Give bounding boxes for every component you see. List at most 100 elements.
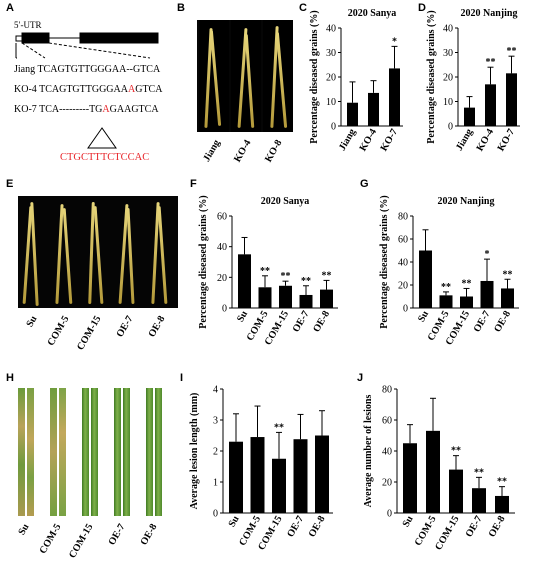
chart-j-bar [426, 430, 440, 513]
chart-g-y-tick-label: 0 [403, 304, 408, 315]
chart-j-bar [403, 443, 417, 513]
chart-i-category-label: OE-8 [307, 514, 328, 539]
chart-i-bar [272, 458, 286, 513]
chart-j-y-label: Average number of lesions [363, 395, 374, 508]
chart-c-y-label: Percentage diseased grains (%) [309, 10, 320, 143]
chart-f-y-tick-label: 0 [222, 304, 227, 315]
chart-i-bar [293, 439, 308, 513]
chart-d-y-tick-label: 10 [443, 97, 453, 108]
chart-d-bar [506, 73, 517, 126]
chart-i-y-label: Average lesion length (mm) [189, 393, 200, 510]
chart-c-category-label: Jiang [337, 127, 358, 153]
chart-j-category-label: OE-7 [464, 514, 485, 539]
chart-c-y-tick-label: 20 [326, 73, 336, 84]
chart-c-sig-label: * [392, 36, 397, 47]
chart-i-y-tick-label: 0 [213, 509, 218, 520]
panel-label-b: B [177, 2, 185, 14]
chart-j-y-tick-label: 40 [382, 447, 392, 458]
chart-c-title: 2020 Sanya [348, 8, 397, 19]
chart-i-category-label: OE-7 [285, 514, 306, 539]
chart-f-sig-label: ** [322, 270, 332, 281]
chart-f-category-label: Su [235, 309, 250, 325]
chart-g-sig-label: ** [503, 269, 513, 280]
chart-d-y-label: Percentage diseased grains (%) [426, 10, 437, 143]
sequence-row-jiang: Jiang TCAGTGTTGGGAA--GTCA [14, 64, 160, 75]
chart-f-bar [320, 289, 333, 308]
panel-label-e: E [6, 178, 14, 190]
chart-g-y-tick-label: 60 [398, 235, 408, 246]
chart-j-sig-label: ** [451, 446, 461, 457]
chart-g-category-label: OE-7 [472, 309, 493, 334]
insertion-sequence: CTGCTTTCTCCAC [60, 152, 150, 163]
chart-c-y-tick-label: 0 [331, 122, 336, 133]
chart-d-sig-label: ** [486, 57, 496, 68]
chart-f-category-label: OE-7 [291, 309, 312, 334]
chart-f-bar [238, 254, 251, 308]
chart-g-bar [501, 288, 514, 308]
chart-d-title: 2020 Nanjing [461, 8, 518, 19]
gene-structure-diagram: 5′-UTR Jiang TCAGTGTTGGGAA--GTCA KO-4 TCA… [0, 0, 175, 175]
chart-c-y-tick-label: 30 [326, 48, 336, 59]
panel-label-f: F [190, 178, 197, 190]
sequence-row-name: Jiang [14, 64, 38, 75]
chart-f-y-tick-label: 40 [217, 242, 227, 253]
chart-f-category-label: OE-8 [311, 309, 332, 334]
chart-j-bar [449, 469, 463, 513]
chart-i-bar [229, 441, 243, 513]
chart-i-bar [250, 437, 265, 513]
chart-f-title: 2020 Sanya [261, 196, 310, 207]
chart-g-bar [480, 280, 494, 308]
chart-g-category-label: OE-8 [492, 309, 513, 334]
chart-i-bar [315, 435, 329, 513]
panel-label-g: G [360, 178, 369, 190]
chart-g-bar [419, 250, 432, 308]
chart-c-bar [347, 102, 358, 126]
rice-panicle-photo-b [197, 20, 293, 132]
chart-g-y-tick-label: 20 [398, 281, 408, 292]
chart-d-bar [485, 84, 496, 126]
chart-g-y-tick-label: 40 [398, 258, 408, 269]
chart-j-category-label: Su [401, 514, 416, 530]
utr-label: 5′-UTR [14, 20, 42, 30]
rice-panicle-photo-e [18, 196, 178, 308]
chart-d-y-tick-label: 40 [443, 24, 453, 35]
chart-d-y-tick-label: 30 [443, 48, 453, 59]
chart-i-y-tick-label: 1 [213, 478, 218, 489]
chart-j-sig-label: ** [474, 467, 484, 478]
chart-j-bar [495, 495, 509, 513]
chart-d-category-label: KO-4 [475, 127, 496, 153]
chart-j-bar [472, 488, 486, 513]
chart-f-y-tick-label: 60 [217, 212, 227, 223]
sequence-row-name: KO-7 [14, 104, 40, 115]
sequence-text: GAA [109, 104, 132, 115]
chart-c-bar [368, 92, 379, 126]
sequence-text: TCA---------TG [39, 104, 103, 115]
chart-g-y-label: Percentage diseased grains (%) [379, 195, 390, 328]
chart-d-y-tick-label: 20 [443, 73, 453, 84]
sequence-row-ko-7: KO-7 TCA---------TGAGAAGTCA [14, 104, 159, 115]
panel-label-j: J [357, 372, 364, 384]
panel-label-a: A [6, 2, 14, 14]
chart-j-category-label: OE-8 [487, 514, 508, 539]
chart-i-y-tick-label: 4 [213, 385, 218, 396]
chart-f-sig-label: ** [301, 276, 311, 287]
chart-f-sig-label: ** [260, 266, 270, 277]
panel-label-d: D [418, 2, 426, 14]
chart-i-sig-label: ** [274, 422, 284, 433]
panel-label-h: H [6, 372, 14, 384]
chart-j-y-tick-label: 20 [382, 478, 392, 489]
chart-g-sig-label: * [485, 249, 490, 260]
chart-d-category-label: Jiang [454, 127, 475, 153]
panel-label-i: I [180, 372, 184, 384]
chart-g-bar [439, 295, 453, 308]
sequence-row-ko-4: KO-4 TCAGTGTTGGGAAAGTCA [14, 84, 162, 95]
chart-j-y-tick-label: 60 [382, 416, 392, 427]
chart-j-y-tick-label: 0 [387, 509, 392, 520]
chart-g-bar [460, 296, 473, 308]
chart-c-bar [389, 68, 400, 126]
chart-d-y-tick-label: 0 [448, 122, 453, 133]
chart-i-y-tick-label: 2 [213, 447, 218, 458]
chart-g-sig-label: ** [441, 282, 451, 293]
mutation-base: A [102, 104, 110, 115]
chart-f-y-label: Percentage diseased grains (%) [198, 195, 209, 328]
